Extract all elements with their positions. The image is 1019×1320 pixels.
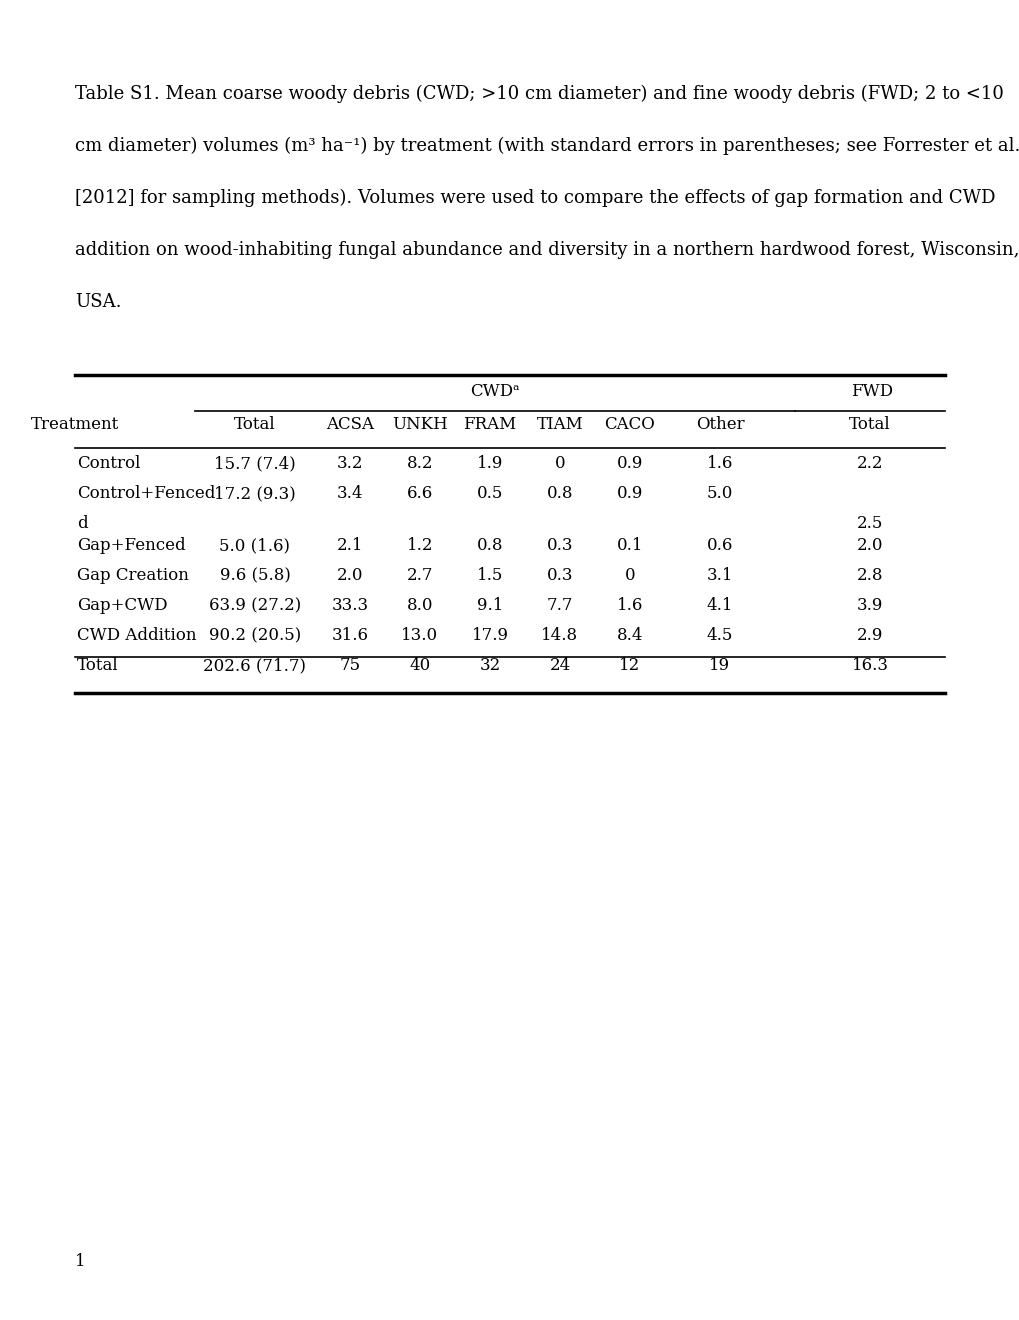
Text: 0.9: 0.9 [616, 484, 643, 502]
Text: [2012] for sampling methods). Volumes were used to compare the effects of gap fo: [2012] for sampling methods). Volumes we… [75, 189, 995, 207]
Text: CACO: CACO [604, 416, 655, 433]
Text: 75: 75 [339, 657, 360, 675]
Text: CWD Addition: CWD Addition [76, 627, 197, 644]
Text: 9.1: 9.1 [476, 597, 502, 614]
Text: TIAM: TIAM [536, 416, 583, 433]
Text: Table S1. Mean coarse woody debris (CWD; >10 cm diameter) and fine woody debris : Table S1. Mean coarse woody debris (CWD;… [75, 84, 1003, 103]
Text: Control+Fenced: Control+Fenced [76, 484, 215, 502]
Text: 1.6: 1.6 [616, 597, 643, 614]
Text: 6.6: 6.6 [407, 484, 433, 502]
Text: 1: 1 [75, 1253, 86, 1270]
Text: 16.3: 16.3 [851, 657, 888, 675]
Text: 4.5: 4.5 [706, 627, 733, 644]
Text: 2.5: 2.5 [856, 515, 882, 532]
Text: Total: Total [234, 416, 275, 433]
Text: 0.6: 0.6 [706, 537, 733, 554]
Text: 15.7 (7.4): 15.7 (7.4) [214, 455, 296, 473]
Text: 32: 32 [479, 657, 500, 675]
Text: 1.6: 1.6 [706, 455, 733, 473]
Text: Gap Creation: Gap Creation [76, 568, 189, 583]
Text: UNKH: UNKH [391, 416, 447, 433]
Text: 0.3: 0.3 [546, 537, 573, 554]
Text: 8.0: 8.0 [407, 597, 433, 614]
Text: 13.0: 13.0 [401, 627, 438, 644]
Text: 2.9: 2.9 [856, 627, 882, 644]
Text: 17.9: 17.9 [471, 627, 508, 644]
Text: Total: Total [76, 657, 118, 675]
Text: 1.2: 1.2 [407, 537, 433, 554]
Text: 0.8: 0.8 [476, 537, 502, 554]
Text: d: d [76, 515, 88, 532]
Text: FWD: FWD [851, 383, 893, 400]
Text: ACSA: ACSA [326, 416, 374, 433]
Text: 2.2: 2.2 [856, 455, 882, 473]
Text: 19: 19 [709, 657, 730, 675]
Text: 33.3: 33.3 [331, 597, 368, 614]
Text: 3.2: 3.2 [336, 455, 363, 473]
Text: 9.6 (5.8): 9.6 (5.8) [219, 568, 290, 583]
Text: 31.6: 31.6 [331, 627, 368, 644]
Text: 4.1: 4.1 [706, 597, 733, 614]
Text: 2.1: 2.1 [336, 537, 363, 554]
Text: 2.8: 2.8 [856, 568, 882, 583]
Text: 0.8: 0.8 [546, 484, 573, 502]
Text: cm diameter) volumes (m³ ha⁻¹) by treatment (with standard errors in parentheses: cm diameter) volumes (m³ ha⁻¹) by treatm… [75, 137, 1019, 156]
Text: 3.4: 3.4 [336, 484, 363, 502]
Text: 40: 40 [409, 657, 430, 675]
Text: 8.2: 8.2 [407, 455, 433, 473]
Text: 24: 24 [549, 657, 570, 675]
Text: USA.: USA. [75, 293, 121, 312]
Text: 17.2 (9.3): 17.2 (9.3) [214, 484, 296, 502]
Text: 3.9: 3.9 [856, 597, 882, 614]
Text: 0: 0 [554, 455, 565, 473]
Text: Total: Total [849, 416, 890, 433]
Text: 0.3: 0.3 [546, 568, 573, 583]
Text: 0.1: 0.1 [616, 537, 643, 554]
Text: 0: 0 [624, 568, 635, 583]
Text: 3.1: 3.1 [706, 568, 733, 583]
Text: 5.0 (1.6): 5.0 (1.6) [219, 537, 290, 554]
Text: Gap+Fenced: Gap+Fenced [76, 537, 185, 554]
Text: 0.9: 0.9 [616, 455, 643, 473]
Text: 8.4: 8.4 [616, 627, 643, 644]
Text: 12: 12 [619, 657, 640, 675]
Text: 0.5: 0.5 [476, 484, 502, 502]
Text: addition on wood-inhabiting fungal abundance and diversity in a northern hardwoo: addition on wood-inhabiting fungal abund… [75, 242, 1018, 259]
Text: FRAM: FRAM [463, 416, 516, 433]
Text: Other: Other [695, 416, 744, 433]
Text: 2.0: 2.0 [856, 537, 882, 554]
Text: Gap+CWD: Gap+CWD [76, 597, 167, 614]
Text: 63.9 (27.2): 63.9 (27.2) [209, 597, 301, 614]
Text: 202.6 (71.7): 202.6 (71.7) [204, 657, 306, 675]
Text: 14.8: 14.8 [541, 627, 578, 644]
Text: 2.0: 2.0 [336, 568, 363, 583]
Text: CWDᵃ: CWDᵃ [470, 383, 520, 400]
Text: 1.5: 1.5 [476, 568, 502, 583]
Text: Control: Control [76, 455, 141, 473]
Text: 5.0: 5.0 [706, 484, 733, 502]
Text: 7.7: 7.7 [546, 597, 573, 614]
Text: 90.2 (20.5): 90.2 (20.5) [209, 627, 301, 644]
Text: Treatment: Treatment [31, 416, 119, 433]
Text: 1.9: 1.9 [476, 455, 502, 473]
Text: 2.7: 2.7 [407, 568, 433, 583]
